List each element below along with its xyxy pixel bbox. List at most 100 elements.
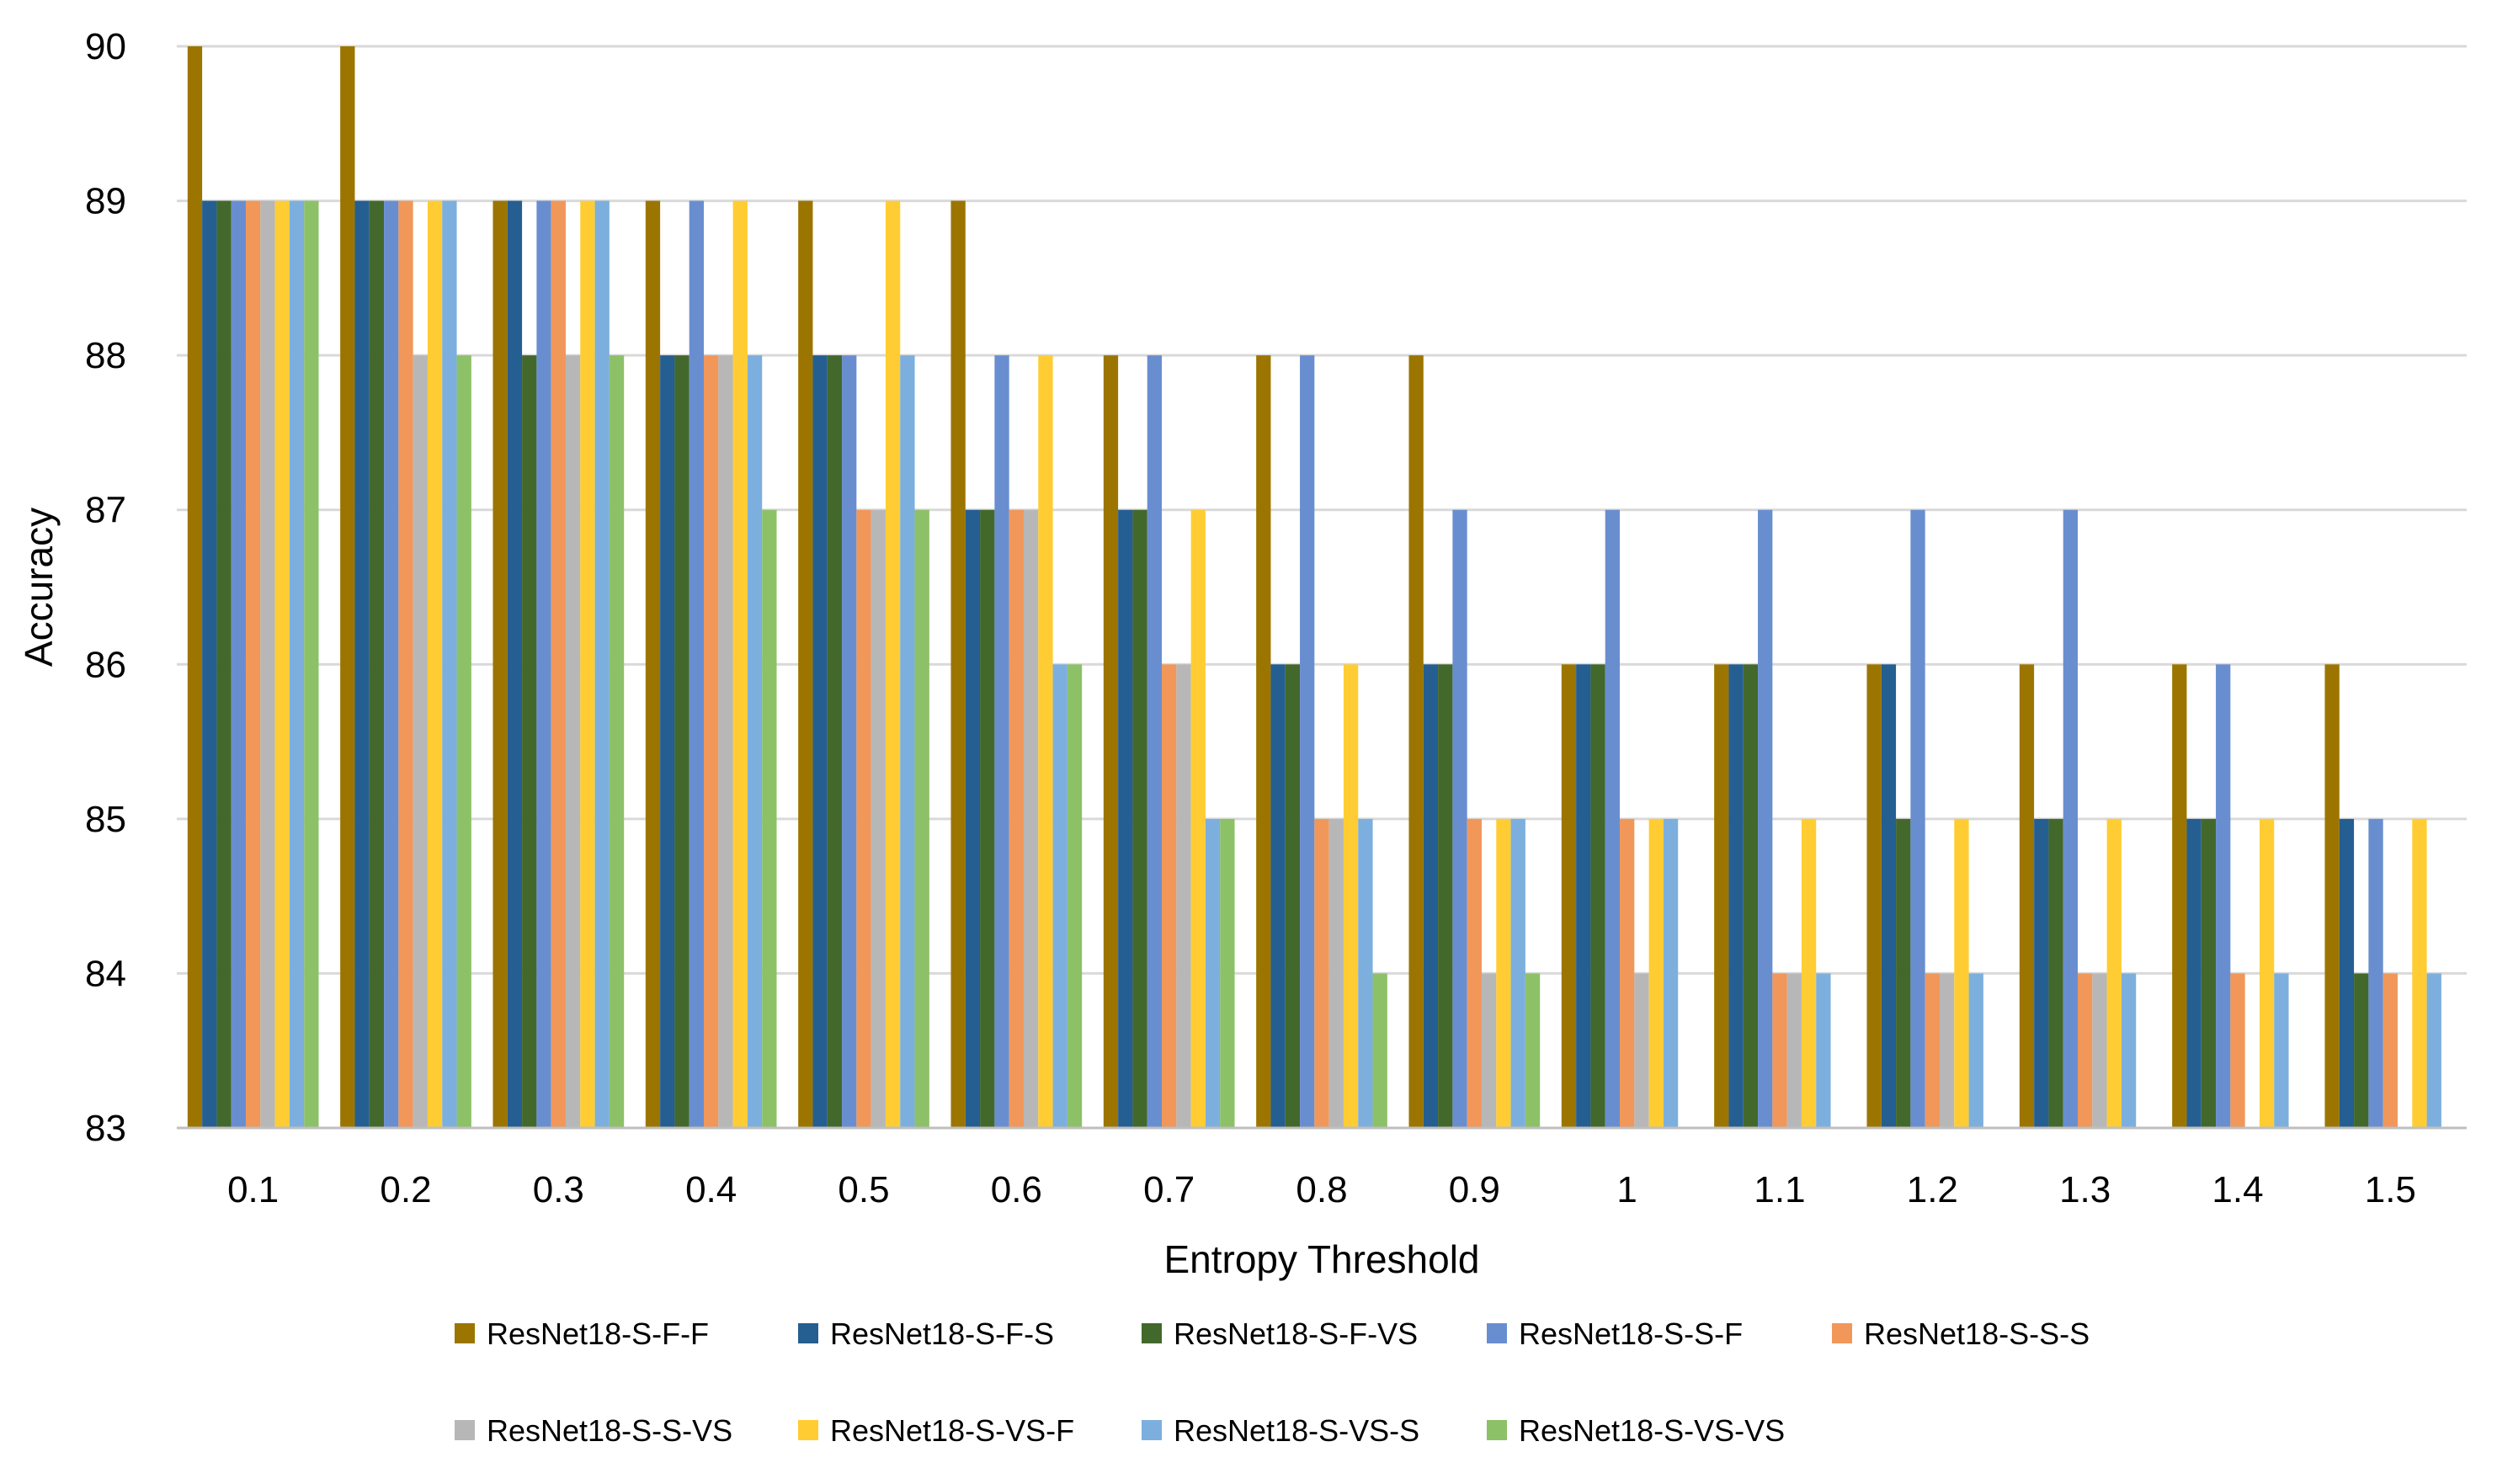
legend-swatch [455, 1323, 475, 1343]
y-tick-label: 83 [85, 1108, 126, 1149]
legend-swatch [798, 1323, 818, 1343]
bar [1009, 509, 1024, 1128]
axes: 0.1 0.2 0.3 0.4 0.5 0.6 0.7 0.8 0.9 1 1.1 1.2 1.3 1.4… [177, 1126, 2467, 1210]
bar [885, 200, 901, 1128]
bar [1801, 818, 1817, 1128]
bar [1620, 818, 1635, 1128]
bar [2426, 973, 2441, 1128]
bar [689, 200, 705, 1128]
legend-swatch [1487, 1420, 1507, 1440]
bar [1634, 973, 1649, 1128]
bar [398, 200, 413, 1128]
x-axis-title: Entropy Threshold [1163, 1237, 1479, 1281]
bar [1481, 973, 1497, 1128]
bar [1103, 355, 1119, 1128]
y-tick-label: 87 [85, 490, 126, 531]
bar [1816, 973, 1831, 1128]
bar [2019, 664, 2035, 1128]
x-tick-label: 0.9 [1449, 1169, 1500, 1210]
bar [660, 355, 675, 1128]
x-tick-label: 0.6 [991, 1169, 1042, 1210]
bar [1772, 973, 1787, 1128]
bar [304, 200, 319, 1128]
bar [1300, 355, 1315, 1128]
bar [1758, 509, 1773, 1128]
bar [674, 355, 689, 1128]
bar [2034, 818, 2049, 1128]
bar [1162, 664, 1177, 1128]
bar [2259, 818, 2275, 1128]
bar [980, 509, 995, 1128]
bar [827, 355, 843, 1128]
bar [870, 509, 886, 1128]
legend-label: ResNet18-S-F-VS [1174, 1316, 1418, 1351]
bar [1408, 355, 1424, 1128]
bar [216, 200, 232, 1128]
legend-swatch [798, 1420, 818, 1440]
bar [1256, 355, 1271, 1128]
bar [2092, 973, 2107, 1128]
bar [1328, 818, 1344, 1128]
bar [2412, 818, 2427, 1128]
bar [718, 355, 733, 1128]
legend-label: ResNet18-S-F-S [830, 1316, 1054, 1351]
legend-swatch [1832, 1323, 1852, 1343]
bar [994, 355, 1009, 1128]
bar [565, 355, 581, 1128]
x-tick-label: 1.4 [2212, 1169, 2263, 1210]
x-tick-label: 0.4 [685, 1169, 737, 1210]
bar [1968, 973, 1983, 1128]
bar [2368, 818, 2383, 1128]
bar [369, 200, 385, 1128]
bar [1496, 818, 1511, 1128]
bar [1190, 509, 1206, 1128]
y-tick-label: 89 [85, 181, 126, 222]
x-tick-label: 0.2 [380, 1169, 431, 1210]
bar [1743, 664, 1759, 1128]
bar [2216, 664, 2231, 1128]
y-tick-label: 90 [85, 26, 126, 67]
legend-label: ResNet18-S-VS-VS [1519, 1413, 1785, 1448]
y-axis-title: Accuracy [17, 508, 61, 667]
x-tick-label: 0.5 [838, 1169, 889, 1210]
bar [1220, 818, 1235, 1128]
bar [1786, 973, 1802, 1128]
legend-label: ResNet18-S-VS-S [1174, 1413, 1419, 1448]
legend-label: ResNet18-S-F-F [487, 1316, 709, 1351]
bar [1896, 818, 1911, 1128]
bar [187, 46, 203, 1128]
bar [522, 355, 537, 1128]
bar [1452, 509, 1467, 1128]
bar [580, 200, 595, 1128]
bar [1176, 664, 1191, 1128]
bar [1314, 818, 1329, 1128]
bar [812, 355, 828, 1128]
bar [1372, 973, 1387, 1128]
legend-swatch [455, 1420, 475, 1440]
legend-swatch [1142, 1323, 1162, 1343]
bars [187, 46, 2441, 1128]
bar [354, 200, 370, 1128]
bar [1881, 664, 1897, 1128]
bar [492, 200, 508, 1128]
x-tick-label: 1.1 [1754, 1169, 1805, 1210]
bar [704, 355, 719, 1128]
bar [2186, 818, 2202, 1128]
bar [384, 200, 399, 1128]
bar [1525, 973, 1541, 1128]
bar [2048, 818, 2063, 1128]
x-tick-label: 1.5 [2365, 1169, 2416, 1210]
bar [1866, 664, 1882, 1128]
bar [1467, 818, 1482, 1128]
bar [1576, 664, 1591, 1128]
legend: ResNet18-S-F-F ResNet18-S-F-S ResNet18-S-F… [455, 1316, 2090, 1448]
bar [762, 509, 777, 1128]
bar [1590, 664, 1605, 1128]
bar [950, 200, 966, 1128]
bar [965, 509, 981, 1128]
bar [413, 355, 428, 1128]
bar [340, 46, 355, 1128]
bar [1067, 664, 1083, 1128]
bar [1561, 664, 1577, 1128]
bar [551, 200, 566, 1128]
